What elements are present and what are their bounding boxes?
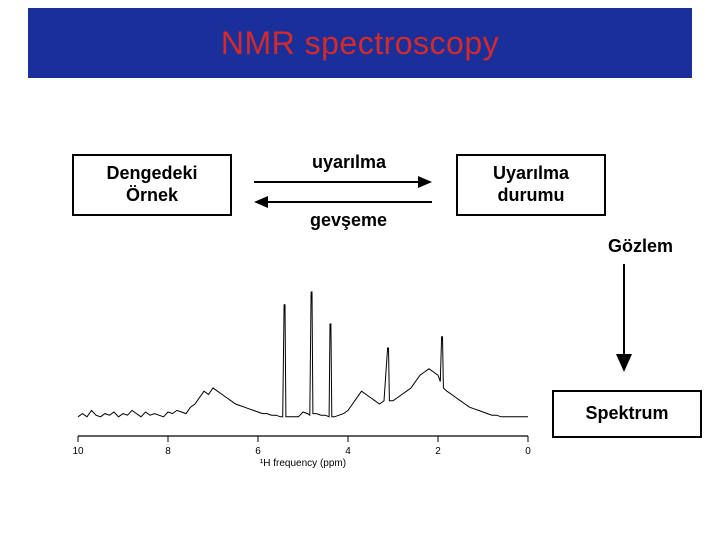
svg-text:6: 6: [255, 446, 261, 457]
arrows-equilibrium-excited: [246, 170, 440, 214]
label-observation: Gözlem: [608, 236, 673, 257]
title-text: NMR spectroscopy: [221, 25, 499, 62]
svg-text:10: 10: [72, 446, 84, 457]
slide: NMR spectroscopy DengedekiÖrnek Uyarılma…: [0, 0, 720, 540]
box-spectrum-label: Spektrum: [585, 403, 668, 425]
box-equilibrium-sample: DengedekiÖrnek: [72, 154, 232, 216]
nmr-spectrum-chart: 10 8 6 4 2 0 ¹H frequency (ppm): [48, 266, 548, 476]
box-spectrum: Spektrum: [552, 390, 702, 438]
title-banner: NMR spectroscopy: [28, 8, 692, 78]
svg-text:4: 4: [345, 446, 351, 457]
box-left-label: DengedekiÖrnek: [106, 163, 197, 206]
svg-text:¹H frequency (ppm): ¹H frequency (ppm): [260, 458, 346, 469]
svg-text:0: 0: [525, 446, 531, 457]
svg-text:8: 8: [165, 446, 171, 457]
arrow-observation: [574, 256, 644, 376]
box-excited-state: Uyarılmadurumu: [456, 154, 606, 216]
box-right-label: Uyarılmadurumu: [493, 163, 569, 206]
svg-text:2: 2: [435, 446, 441, 457]
